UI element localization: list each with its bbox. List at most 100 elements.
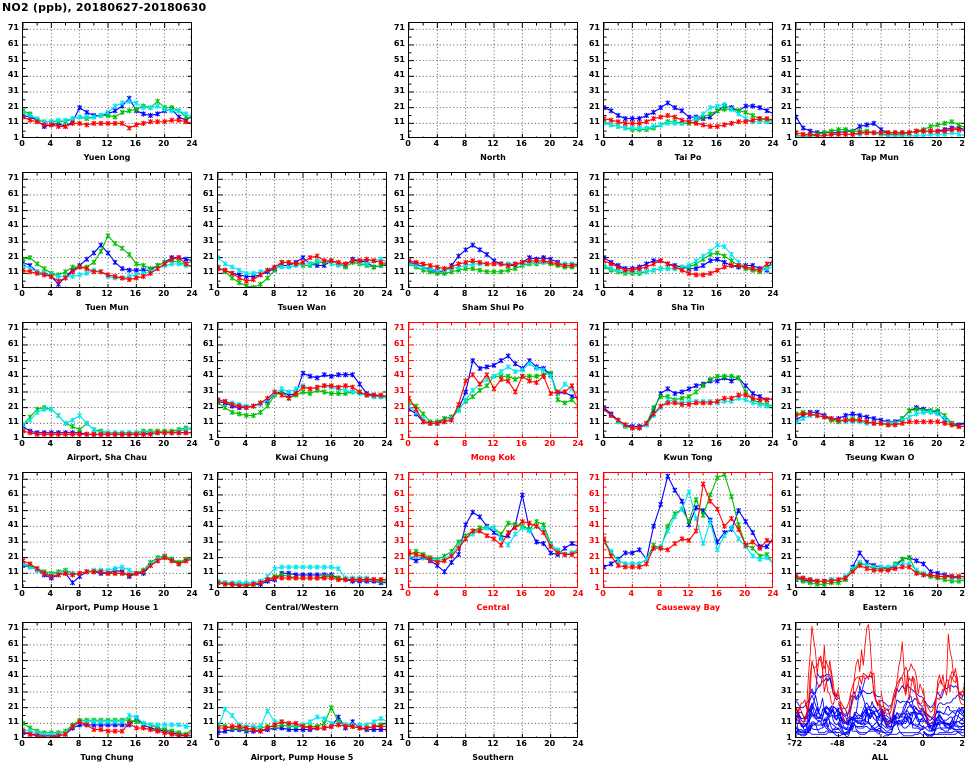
y-axis-tick-label: 31 [589, 537, 600, 545]
y-axis-tick-label: 51 [8, 506, 19, 514]
y-axis-tick-label: 1 [13, 134, 19, 142]
y-axis-tick-label: 21 [781, 103, 792, 111]
x-axis-tick-label: 4 [629, 440, 635, 448]
data-series-layer [409, 623, 578, 738]
y-axis-tick-label: 11 [589, 118, 600, 126]
y-axis-tick-label: 61 [394, 340, 405, 348]
x-axis-tick-label: 12 [682, 290, 693, 298]
y-axis-tick-label: 31 [8, 537, 19, 545]
y-axis-tick-label: 1 [13, 284, 19, 292]
y-axis-tick-label: 61 [781, 340, 792, 348]
x-axis-tick-label: 8 [271, 740, 277, 748]
x-axis-tick-label: 24 [767, 440, 778, 448]
x-axis-tick-label: 8 [76, 140, 82, 148]
y-axis-tick-label: 71 [8, 324, 19, 332]
y-axis-tick-label: 31 [8, 387, 19, 395]
plot-area [795, 22, 965, 138]
y-axis-tick-label: 21 [781, 703, 792, 711]
y-axis-tick-label: 21 [8, 553, 19, 561]
y-axis-tick-label: 21 [8, 253, 19, 261]
y-axis-tick-label: 71 [589, 474, 600, 482]
x-axis-tick-label: 8 [657, 440, 663, 448]
y-axis-tick-label: 41 [781, 371, 792, 379]
x-axis-tick-label: -24 [873, 740, 887, 748]
y-axis-tick-label: 1 [399, 134, 405, 142]
y-axis-tick-label: 21 [589, 253, 600, 261]
x-axis-tick-label: 4 [434, 440, 440, 448]
x-axis-tick-label: 16 [516, 740, 527, 748]
data-series-layer [604, 323, 773, 438]
x-axis-tick-label: 24 [572, 440, 583, 448]
x-axis-tick-label: 16 [903, 140, 914, 148]
x-axis-tick-label: 16 [711, 290, 722, 298]
y-axis-tick-label: 71 [781, 474, 792, 482]
x-axis-tick-label: 24 [959, 140, 965, 148]
x-axis-tick-label: 8 [462, 590, 468, 598]
panel-title: Tap Mun [795, 153, 965, 162]
plot-area [603, 472, 773, 588]
y-axis-tick-label: 71 [203, 174, 214, 182]
chart-panel-empty-slot [795, 172, 965, 288]
x-axis-tick-label: 8 [76, 740, 82, 748]
panel-title: Tseung Kwan O [795, 453, 965, 462]
plot-area [408, 22, 578, 138]
y-axis-tick-label: 41 [394, 71, 405, 79]
y-axis-tick-label: 21 [203, 253, 214, 261]
chart-panel-tap-mun: 11121314151617104812162024Tap Mun [795, 22, 965, 138]
x-axis-tick-label: 12 [101, 290, 112, 298]
y-axis-tick-label: 51 [8, 356, 19, 364]
y-axis-tick-label: 61 [8, 490, 19, 498]
y-axis-tick-label: 31 [8, 237, 19, 245]
x-axis-tick-label: 8 [271, 290, 277, 298]
y-axis-tick-label: 41 [8, 221, 19, 229]
y-axis-tick-label: 31 [203, 537, 214, 545]
y-axis-tick-label: 51 [394, 656, 405, 664]
y-axis-tick-label: 21 [203, 703, 214, 711]
data-series-layer [218, 623, 387, 738]
y-axis-tick-label: 41 [203, 221, 214, 229]
x-axis-tick-label: 24 [767, 140, 778, 148]
y-axis-tick-label: 41 [203, 521, 214, 529]
y-axis-tick-label: 51 [589, 56, 600, 64]
y-axis-tick-label: 71 [203, 324, 214, 332]
y-axis-tick-label: 21 [8, 403, 19, 411]
panel-title: Airport, Sha Chau [22, 453, 192, 462]
data-series-layer [796, 623, 965, 738]
y-axis-tick-label: 11 [203, 718, 214, 726]
x-axis-tick-label: 16 [711, 440, 722, 448]
x-axis-tick-label: 12 [101, 140, 112, 148]
chart-panel-empty-slot [603, 622, 773, 738]
y-axis-tick-label: 21 [781, 403, 792, 411]
x-axis-tick-label: 0 [214, 290, 220, 298]
x-axis-tick-label: 0 [19, 740, 25, 748]
panel-title: ALL [795, 753, 965, 762]
y-axis-tick-label: 21 [589, 103, 600, 111]
y-axis-tick-label: 1 [594, 434, 600, 442]
plot-area [603, 322, 773, 438]
x-axis-tick-label: 0 [405, 140, 411, 148]
panel-title: Yuen Long [22, 153, 192, 162]
plot-area [22, 322, 192, 438]
x-axis-tick-label: 12 [101, 740, 112, 748]
x-axis-tick-label: 8 [462, 740, 468, 748]
y-axis-tick-label: 61 [589, 340, 600, 348]
y-axis-tick-label: 1 [13, 584, 19, 592]
y-axis-tick-label: 51 [203, 656, 214, 664]
plot-area [217, 172, 387, 288]
x-axis-tick-label: 12 [874, 590, 885, 598]
y-axis-tick-label: 31 [394, 387, 405, 395]
x-axis-tick-label: 20 [544, 140, 555, 148]
x-axis-tick-label: 4 [48, 140, 54, 148]
y-axis-tick-label: 41 [781, 521, 792, 529]
x-axis-tick-label: 24 [381, 290, 392, 298]
y-axis-tick-label: 71 [8, 474, 19, 482]
y-axis-tick-label: 61 [203, 640, 214, 648]
y-axis-tick-label: 11 [8, 268, 19, 276]
